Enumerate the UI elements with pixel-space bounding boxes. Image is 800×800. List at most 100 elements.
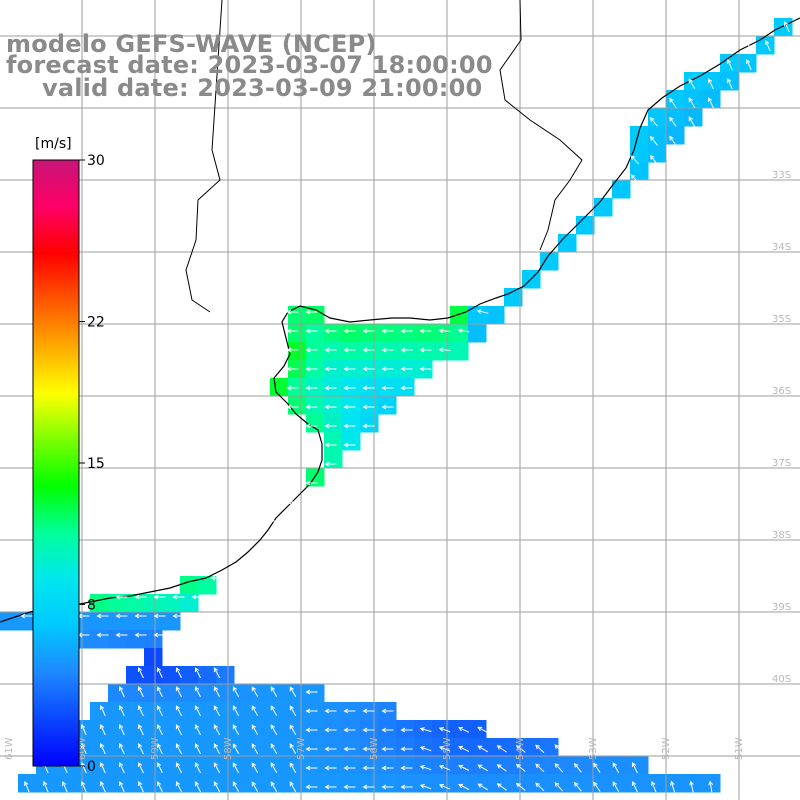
wind-speed-cell [126,630,145,649]
wind-speed-cell [378,738,397,757]
wind-speed-cell [0,612,19,631]
wind-arrow [118,781,125,793]
wind-speed-cell [270,378,289,397]
wind-arrow [438,746,451,752]
wind-arrow [343,366,356,372]
wind-speed-cell [162,738,181,757]
wind-speed-cell [684,72,703,91]
wind-arrow [175,762,182,774]
wind-arrow [381,385,394,391]
wind-speed-cell [180,774,199,793]
wind-speed-cell [180,684,199,703]
wind-arrow [688,116,696,128]
wind-speed-cell [306,756,325,775]
wind-speed-cell [342,378,361,397]
wind-arrow [194,724,201,736]
wind-arrow [669,97,677,108]
wind-arrow [324,765,337,771]
wind-speed-cell [468,756,487,775]
wind-arrow [118,686,125,698]
wind-speed-cell [342,396,361,415]
wind-arrows [20,21,790,793]
wind-arrow [496,764,507,772]
wind-arrow [381,784,394,790]
wind-arrow [156,686,163,698]
wind-arrow [232,686,240,698]
wind-arrow [515,763,526,772]
wind-arrow [232,781,240,793]
wind-arrow [400,746,413,752]
wind-speed-cell [360,396,379,415]
wind-speed-cell [288,774,307,793]
wind-arrow [362,328,375,334]
wind-arrow [630,174,640,184]
wind-speed-cell [306,468,325,487]
wind-speed-cell [180,576,199,595]
wind-arrow [305,328,318,334]
wind-speed-cell [144,756,163,775]
wind-speed-cell [414,774,433,793]
wind-speed-cell [198,702,217,721]
wind-speed-cell [306,342,325,361]
wind-speed-cell [306,324,325,343]
wind-speed-cell [324,450,343,469]
wind-arrow [573,781,582,792]
wind-arrow [400,385,413,391]
wind-arrow [362,385,375,391]
wind-speed-cell [468,324,487,343]
wind-speed-cell [198,756,217,775]
wind-arrow [324,366,337,372]
wind-speed-cell [396,378,415,397]
wind-arrow [305,404,318,410]
wind-arrow [362,404,375,410]
wind-arrow [232,705,240,717]
wind-arrow [649,135,658,146]
wind-arrow [270,762,278,774]
wind-arrow [438,784,451,790]
wind-speed-cell [576,774,595,793]
wind-speed-cell [126,720,145,739]
wind-arrow [477,764,488,772]
wind-speed-cell [540,756,559,775]
wind-speed-cell [468,774,487,793]
wind-arrow [324,347,337,353]
wind-speed-cell [108,720,127,739]
wind-arrow [305,746,318,752]
latitude-label: 34S [772,242,791,253]
wind-arrow [80,743,87,755]
wind-speed-cell [180,738,199,757]
wind-arrow [251,762,259,774]
wind-arrow [707,97,714,109]
wind-arrow [381,328,394,334]
wind-speed-cell [540,252,559,271]
wind-speed-cell [288,684,307,703]
wind-arrow [289,743,297,755]
wind-arrow [99,743,106,755]
wind-arrow [783,21,790,33]
colorbar-unit-label: [m/s] [35,136,72,152]
wind-arrow [669,135,677,146]
wind-arrow [137,781,144,793]
wind-arrow [400,727,413,733]
wind-speed-cell [198,720,217,739]
latitude-label: 37S [772,458,791,469]
wind-arrow [134,594,147,600]
wind-arrow [593,781,601,792]
wind-arrow [267,518,280,524]
wind-arrow [343,404,356,410]
wind-speed-cell [486,774,505,793]
wind-arrow [305,727,318,733]
wind-arrow [343,746,356,752]
wind-arrow [745,59,752,71]
wind-arrow [458,783,470,790]
longitude-label: 55W [442,737,453,760]
wind-speed-cell [378,720,397,739]
wind-speed-cell [414,324,433,343]
wind-arrow [554,744,564,754]
wind-speed-cell [378,342,397,361]
wind-speed-cell [558,774,577,793]
wind-arrow [649,154,658,165]
wind-speed-cell [288,378,307,397]
wind-arrow [419,727,432,732]
latitude-label: 40S [772,674,791,685]
